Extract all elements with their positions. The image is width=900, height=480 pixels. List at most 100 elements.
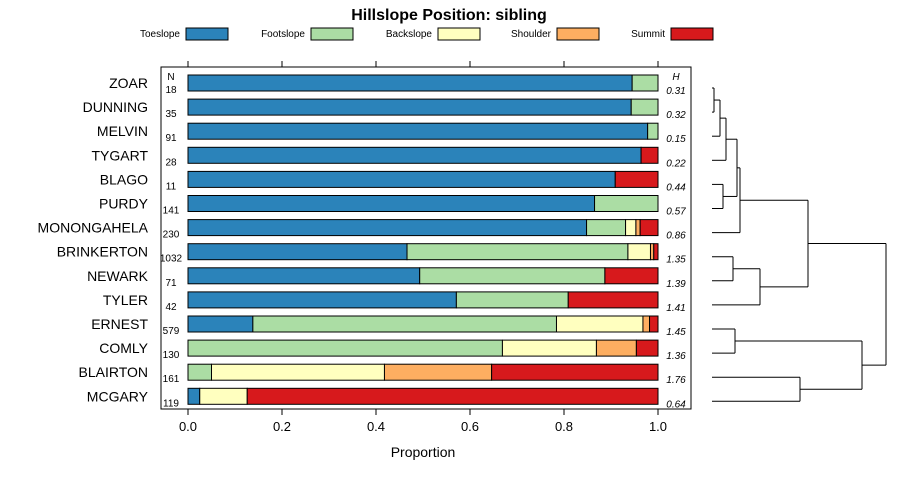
series-label: PURDY — [99, 196, 149, 212]
series-label: COMLY — [99, 340, 148, 356]
n-value: 130 — [163, 350, 180, 361]
n-value: 91 — [165, 133, 177, 144]
plot-frame — [160, 66, 692, 410]
n-value: 71 — [165, 278, 177, 289]
bar-purdy-footslope — [594, 195, 659, 212]
bar-comly-shoulder — [595, 339, 637, 357]
chart-title: Hillslope Position: sibling — [351, 7, 547, 24]
bar-ernest-summit — [649, 315, 659, 333]
legend-item-shoulder: Shoulder — [511, 27, 600, 41]
n-value: 11 — [166, 181, 177, 192]
series-label: MCGARY — [87, 388, 149, 404]
x-tick-label: 0.4 — [367, 419, 385, 434]
bar-tygart-toeslope — [187, 146, 642, 164]
h-value: 1.36 — [666, 351, 686, 362]
bar-mcgary-toeslope — [187, 387, 201, 405]
legend-item-footslope: Footslope — [261, 27, 354, 41]
h-header: H — [672, 72, 680, 83]
series-label: ERNEST — [91, 316, 148, 332]
series-label: BLAIRTON — [78, 364, 148, 380]
dendrogram — [712, 87, 887, 402]
bar-brinkerton-footslope — [406, 243, 629, 261]
bar-tyler-footslope — [455, 291, 569, 309]
n-value: 35 — [165, 109, 177, 120]
bar-blairton-footslope — [187, 363, 212, 381]
bar-brinkerton-backslope — [627, 243, 651, 261]
h-value: 1.35 — [666, 255, 686, 266]
n-value: 28 — [165, 157, 177, 168]
legend-label-shoulder: Shoulder — [511, 29, 552, 40]
bar-mcgary-summit — [246, 387, 659, 405]
h-value: 0.64 — [666, 399, 686, 410]
bar-newark-toeslope — [187, 267, 421, 285]
series-label: NEWARK — [87, 268, 149, 284]
bar-brinkerton-summit — [653, 243, 659, 261]
bar-monongahela-summit — [639, 219, 659, 237]
h-value: 1.76 — [666, 375, 686, 386]
legend-label-backslope: Backslope — [386, 29, 433, 40]
h-value: 0.44 — [666, 182, 686, 193]
legend-item-backslope: Backslope — [386, 27, 481, 41]
bar-zoar-toeslope — [187, 74, 633, 92]
legend-swatch-shoulder — [556, 27, 600, 41]
bar-ernest-toeslope — [187, 315, 254, 333]
row-ernest: 579 1.45 — [163, 315, 686, 338]
bar-monongahela-shoulder — [635, 219, 641, 237]
series-label: BRINKERTON — [57, 244, 148, 260]
row-melvin: 91 0.15 — [165, 122, 686, 145]
n-value: 141 — [163, 206, 180, 217]
h-value: 0.31 — [666, 86, 685, 97]
n-value: 119 — [163, 398, 179, 409]
series-label: TYGART — [91, 147, 148, 163]
bar-comly-summit — [635, 339, 659, 357]
bar-blairton-shoulder — [383, 363, 493, 381]
row-tyler: 42 1.41 — [165, 291, 686, 314]
h-value: 1.45 — [666, 327, 686, 338]
legend-swatch-backslope — [437, 27, 481, 41]
bar-comly-backslope — [501, 339, 597, 357]
h-value: 0.86 — [666, 231, 686, 242]
bar-melvin-toeslope — [187, 122, 649, 140]
bar-dunning-footslope — [630, 98, 659, 116]
row-monongahela: 230 0.86 — [163, 219, 686, 242]
n-value: 161 — [163, 374, 180, 385]
bar-monongahela-toeslope — [187, 219, 588, 237]
row-zoar: 18 0.31 — [165, 74, 686, 97]
bar-comly-footslope — [187, 339, 503, 357]
row-tygart: 28 0.22 — [165, 146, 686, 169]
n-value: 230 — [163, 230, 180, 241]
row-blairton: 161 1.76 — [163, 363, 686, 386]
legend-label-toeslope: Toeslope — [140, 29, 180, 40]
h-value: 0.32 — [666, 110, 686, 121]
n-value: 18 — [165, 85, 177, 96]
bar-ernest-footslope — [252, 315, 557, 333]
row-dunning: 35 0.32 — [165, 98, 686, 121]
row-brinkerton: 1032 1.35 — [160, 243, 686, 266]
x-tick-label: 0.2 — [273, 419, 291, 434]
x-axis-label: Proportion — [391, 444, 456, 460]
legend: Toeslope Footslope Backslope Shoulder Summit — [140, 27, 714, 41]
bar-tyler-summit — [567, 291, 659, 309]
n-value: 1032 — [160, 254, 183, 265]
bar-newark-summit — [604, 267, 659, 285]
bar-mcgary-backslope — [199, 387, 248, 405]
n-value: 42 — [165, 302, 177, 313]
bar-blairton-backslope — [211, 363, 385, 381]
legend-label-summit: Summit — [631, 29, 665, 40]
bar-monongahela-footslope — [586, 219, 627, 237]
row-purdy: 141 0.57 — [163, 195, 686, 218]
bar-dunning-toeslope — [187, 98, 632, 116]
n-header: N — [167, 72, 174, 83]
x-tick-label: 0.8 — [555, 419, 573, 434]
x-tick-label: 0.6 — [461, 419, 479, 434]
legend-item-summit: Summit — [631, 27, 714, 41]
bar-brinkerton-toeslope — [187, 243, 408, 261]
row-comly: 130 1.36 — [163, 339, 686, 362]
bar-monongahela-backslope — [625, 219, 637, 237]
bar-ernest-shoulder — [642, 315, 651, 333]
n-value: 579 — [163, 326, 180, 337]
series-label: MONONGAHELA — [38, 220, 149, 236]
series-label: ZOAR — [109, 75, 148, 91]
legend-swatch-summit — [670, 27, 714, 41]
